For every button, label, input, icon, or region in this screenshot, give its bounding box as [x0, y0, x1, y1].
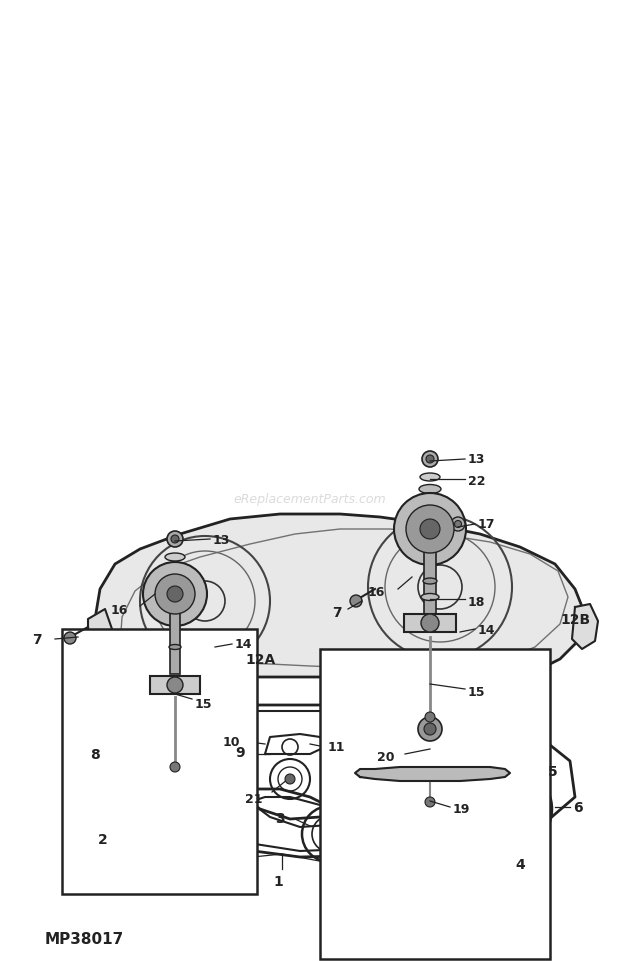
Circle shape	[492, 822, 497, 827]
Text: 18: 18	[468, 596, 485, 609]
Circle shape	[327, 831, 333, 837]
Text: 14: 14	[478, 623, 495, 636]
Circle shape	[161, 860, 169, 868]
Circle shape	[162, 854, 168, 860]
Ellipse shape	[421, 594, 439, 601]
Text: 11: 11	[328, 741, 345, 753]
Circle shape	[167, 531, 183, 548]
Circle shape	[143, 562, 207, 627]
Circle shape	[406, 505, 454, 554]
Text: 7: 7	[332, 605, 342, 619]
Circle shape	[425, 712, 435, 723]
Text: 8: 8	[91, 748, 100, 761]
Circle shape	[422, 452, 438, 467]
Circle shape	[420, 520, 440, 539]
Circle shape	[492, 791, 497, 797]
Ellipse shape	[169, 645, 181, 650]
Circle shape	[158, 857, 172, 871]
Circle shape	[506, 850, 514, 858]
Circle shape	[424, 724, 436, 735]
Ellipse shape	[419, 485, 441, 494]
Text: 10: 10	[223, 736, 240, 749]
Text: 7: 7	[32, 632, 42, 647]
Text: eReplacementParts.com: eReplacementParts.com	[234, 493, 386, 506]
Text: 1: 1	[273, 875, 283, 888]
Text: 19: 19	[453, 802, 471, 816]
Text: 22: 22	[468, 475, 485, 488]
Text: 9: 9	[236, 745, 245, 759]
Ellipse shape	[454, 521, 461, 528]
Circle shape	[350, 596, 362, 607]
Circle shape	[421, 614, 439, 632]
Circle shape	[523, 822, 529, 827]
Circle shape	[425, 798, 435, 807]
Circle shape	[418, 717, 442, 741]
Text: 15: 15	[195, 698, 213, 711]
Circle shape	[144, 836, 150, 842]
Bar	[320, 650, 550, 959]
Circle shape	[162, 818, 168, 825]
Polygon shape	[88, 609, 112, 661]
Bar	[170, 600, 180, 675]
Ellipse shape	[420, 474, 440, 481]
Circle shape	[503, 847, 517, 861]
Circle shape	[394, 494, 466, 565]
Circle shape	[167, 586, 183, 603]
Polygon shape	[572, 604, 598, 650]
Ellipse shape	[423, 579, 437, 584]
Text: 13: 13	[213, 533, 231, 546]
Text: 6: 6	[573, 801, 583, 814]
Circle shape	[180, 836, 186, 842]
Bar	[62, 629, 257, 894]
Circle shape	[326, 858, 334, 866]
Text: 15: 15	[468, 686, 485, 699]
Text: 2: 2	[98, 832, 108, 846]
Text: 16: 16	[110, 603, 128, 616]
Text: 20: 20	[378, 751, 395, 764]
Text: 14: 14	[235, 638, 252, 651]
Circle shape	[155, 575, 195, 614]
Text: 13: 13	[468, 453, 485, 466]
Text: 12A: 12A	[245, 653, 275, 666]
Text: 16: 16	[368, 586, 385, 599]
Text: 3: 3	[275, 811, 285, 825]
Circle shape	[426, 456, 434, 463]
Bar	[424, 534, 436, 614]
Text: 17: 17	[478, 518, 495, 530]
Circle shape	[285, 775, 295, 784]
Circle shape	[323, 855, 337, 869]
Bar	[404, 614, 456, 632]
Circle shape	[171, 535, 179, 543]
Circle shape	[523, 791, 529, 797]
Circle shape	[64, 632, 76, 644]
Polygon shape	[355, 767, 510, 781]
Text: 5: 5	[548, 764, 558, 778]
Polygon shape	[95, 514, 585, 709]
Text: 12B: 12B	[560, 612, 590, 627]
Circle shape	[167, 678, 183, 693]
Ellipse shape	[165, 554, 185, 561]
Bar	[150, 677, 200, 694]
Text: 4: 4	[515, 857, 525, 871]
Text: 21: 21	[244, 793, 262, 805]
Circle shape	[504, 803, 516, 815]
Text: MP38017: MP38017	[45, 931, 124, 947]
Circle shape	[160, 834, 170, 844]
Circle shape	[170, 762, 180, 773]
Ellipse shape	[451, 517, 465, 531]
